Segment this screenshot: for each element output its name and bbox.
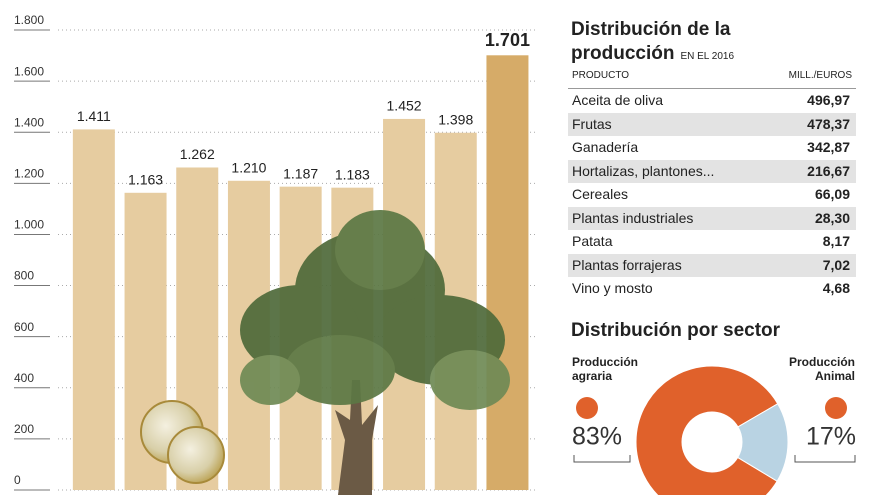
pie-title: Distribución por sector xyxy=(571,320,781,341)
table-row: Plantas industriales 28,30 xyxy=(568,206,856,230)
column-header: PRODUCTO xyxy=(572,70,630,81)
table-cell: Vino y mosto xyxy=(572,280,653,296)
bracket xyxy=(573,455,631,463)
coins xyxy=(140,400,225,484)
value-label: 1.210 xyxy=(231,159,266,175)
table-cell: 28,30 xyxy=(814,209,850,226)
pie-slice xyxy=(737,403,789,482)
table-cell: 496,97 xyxy=(807,92,850,108)
table-row: Cereales 66,09 xyxy=(568,183,856,207)
table: PRODUCTO MILL./EUROS Aceita de oliva 496,9… xyxy=(568,70,856,301)
bracket xyxy=(794,455,856,463)
table-cell: Cereales xyxy=(572,186,629,202)
pie-value-label: 83% xyxy=(572,423,622,451)
value-label: 1.183 xyxy=(335,166,370,182)
table-row: Aceita de oliva 496,97 xyxy=(568,89,856,113)
table-cell: Patata xyxy=(572,233,613,249)
table-cell: 478,37 xyxy=(807,115,850,132)
table-row: Ganadería 342,87 xyxy=(568,136,856,160)
table-cell: 8,17 xyxy=(822,233,850,249)
value-label: 1.398 xyxy=(438,111,473,127)
value-label: 1.701 xyxy=(485,30,530,50)
tree-canopy xyxy=(240,210,510,410)
table-cell: Hortalizas, plantones... xyxy=(572,162,715,179)
table-row: Patata 8,17 xyxy=(568,230,856,254)
decoration xyxy=(140,210,510,495)
table-cell: Aceita de oliva xyxy=(572,92,664,108)
y-tick-label: 0 xyxy=(14,473,21,487)
y-tick-label: 1.000 xyxy=(14,218,44,232)
bar xyxy=(486,55,529,491)
category-icon xyxy=(576,397,598,419)
table-row: Frutas 478,37 xyxy=(568,112,856,136)
table-cell: 66,09 xyxy=(814,186,850,202)
table-header: PRODUCTO MILL./EUROS xyxy=(568,70,856,89)
table-row: Hortalizas, plantones... 216,67 xyxy=(568,159,856,183)
tree-trunk xyxy=(335,380,378,495)
table-row: Plantas forrajeras 7,02 xyxy=(568,253,856,277)
pie-category: Producción Animal xyxy=(788,355,855,383)
table-subtitle: EN EL 2016 xyxy=(680,51,735,62)
category-icon xyxy=(825,397,847,419)
table-cell: 216,67 xyxy=(807,162,850,179)
pie-value-label: 17% xyxy=(806,423,856,451)
table-title: Distribución de la producción EN EL 2016 xyxy=(571,18,811,69)
table-row: Vino y mosto 4,68 xyxy=(568,277,856,301)
bar xyxy=(72,129,115,490)
table-cell: Plantas forrajeras xyxy=(572,256,682,273)
y-tick-label: 400 xyxy=(14,371,34,385)
value-label: 1.187 xyxy=(283,165,318,181)
y-tick-label: 800 xyxy=(14,269,34,283)
value-label: 1.452 xyxy=(387,98,422,114)
table-cell: Ganadería xyxy=(572,139,639,155)
table-cell: Frutas xyxy=(572,115,612,132)
column-header: MILL./EUROS xyxy=(788,70,852,81)
y-tick-label: 1.800 xyxy=(14,13,44,27)
value-label: 1.163 xyxy=(128,171,163,187)
pie-slice xyxy=(635,365,779,495)
table-cell: 4,68 xyxy=(822,280,850,296)
table-cell: 342,87 xyxy=(807,139,850,155)
y-tick-label: 1.200 xyxy=(14,167,44,181)
value-label: 1.262 xyxy=(180,146,215,162)
pie-category: Producción agraria xyxy=(572,355,639,383)
value-label: 1.411 xyxy=(77,108,111,124)
y-tick-label: 1.600 xyxy=(14,64,44,78)
y-tick-label: 200 xyxy=(14,422,34,436)
table-cell: 7,02 xyxy=(822,256,850,273)
table-cell: Plantas industriales xyxy=(572,209,694,226)
table-body: Aceita de oliva 496,97 Frutas 478,37 Ganader… xyxy=(568,89,856,301)
y-tick-label: 1.400 xyxy=(14,115,44,129)
table-title-text: Distribución de la producción xyxy=(571,19,731,64)
y-tick-label: 600 xyxy=(14,320,34,334)
